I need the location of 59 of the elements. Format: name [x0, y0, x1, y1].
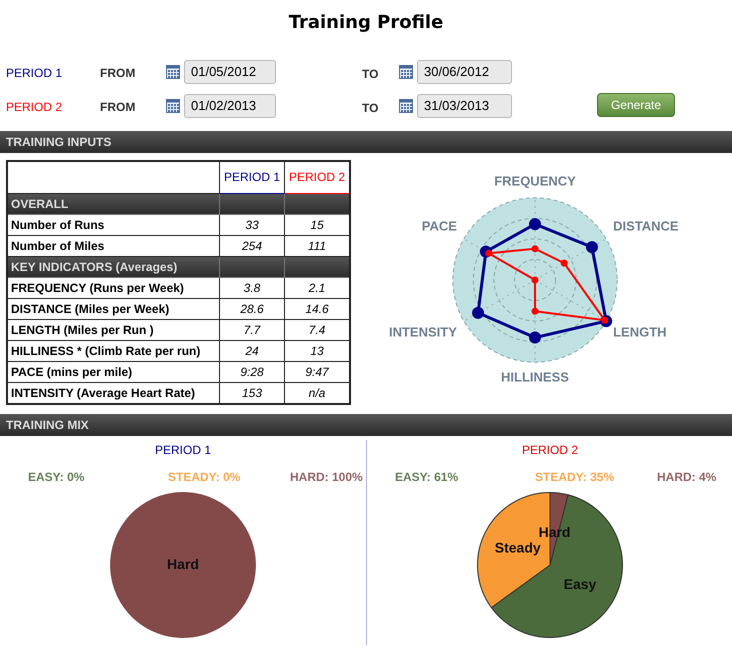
category-label: KEY INDICATORS (Averages): [11, 260, 178, 274]
text: 7.4: [308, 322, 326, 336]
text: 01/02/2013: [184, 94, 276, 118]
text: HARD: 4%: [657, 470, 716, 484]
text: FROM: [100, 66, 136, 80]
text: 24: [245, 344, 259, 358]
spoke-label: FREQUENCY: [494, 174, 576, 189]
text: 9:47: [305, 364, 329, 378]
text: TRAINING INPUTS: [0, 131, 732, 153]
text: 7.7: [244, 322, 260, 336]
text: n/a: [308, 386, 326, 400]
category-label: INTENSITY (Average Heart Rate): [11, 386, 196, 400]
slice-label: Hard: [167, 556, 199, 572]
text: 33: [245, 218, 259, 232]
text: TO: [362, 67, 378, 81]
text: 2.1: [308, 280, 326, 294]
text: EASY: 0%: [28, 470, 84, 484]
text: FROM: [100, 100, 136, 114]
spoke-label: DISTANCE: [613, 218, 679, 234]
text: 31/03/2013: [417, 94, 512, 118]
text: 13: [310, 344, 324, 358]
text: HARD: 100%: [290, 470, 363, 484]
text: 111: [308, 238, 326, 252]
category-label: OVERALL: [11, 196, 68, 210]
spoke-label: HILLINESS: [501, 370, 570, 385]
text: STEADY: 35%: [535, 470, 614, 484]
text: 01/05/2012: [184, 60, 276, 84]
category-label: DISTANCE (Miles per Week): [11, 302, 170, 316]
text: Generate: [597, 93, 675, 117]
text: 30/06/2012: [417, 60, 512, 84]
slice-label: Easy: [564, 576, 597, 592]
text: TRAINING MIX: [0, 414, 732, 436]
text: 9:28: [240, 364, 264, 378]
text: 153: [242, 386, 262, 400]
category-label: PERIOD 1: [220, 161, 284, 193]
chart-title: PERIOD 2: [520, 443, 579, 457]
text: 14.6: [305, 302, 329, 316]
text: 15: [310, 218, 324, 232]
text: Training Profile: [288, 12, 444, 33]
spoke-label: INTENSITY: [388, 324, 458, 340]
category-label: PACE (mins per mile): [11, 364, 132, 378]
slice-label: Steady: [494, 539, 541, 556]
text: PERIOD 1: [6, 66, 62, 80]
chart-title: PERIOD 1: [154, 443, 212, 457]
category-label: FREQUENCY (Runs per Week): [11, 280, 184, 294]
text: PERIOD 2: [6, 100, 62, 114]
category-label: PERIOD 2: [284, 161, 350, 193]
category-label: LENGTH (Miles per Run ): [11, 322, 154, 336]
text: 254: [242, 238, 262, 252]
category-label: Number of Miles: [11, 238, 104, 252]
text: 28.6: [240, 302, 264, 316]
text: 3.8: [244, 280, 260, 294]
spoke-label: PACE: [422, 218, 458, 234]
category-label: Number of Runs: [11, 218, 104, 232]
text: EASY: 61%: [395, 470, 458, 484]
spoke-label: LENGTH: [613, 324, 667, 340]
text: TO: [362, 101, 378, 115]
category-label: HILLINESS * (Climb Rate per run): [11, 344, 200, 358]
text: STEADY: 0%: [168, 470, 240, 484]
